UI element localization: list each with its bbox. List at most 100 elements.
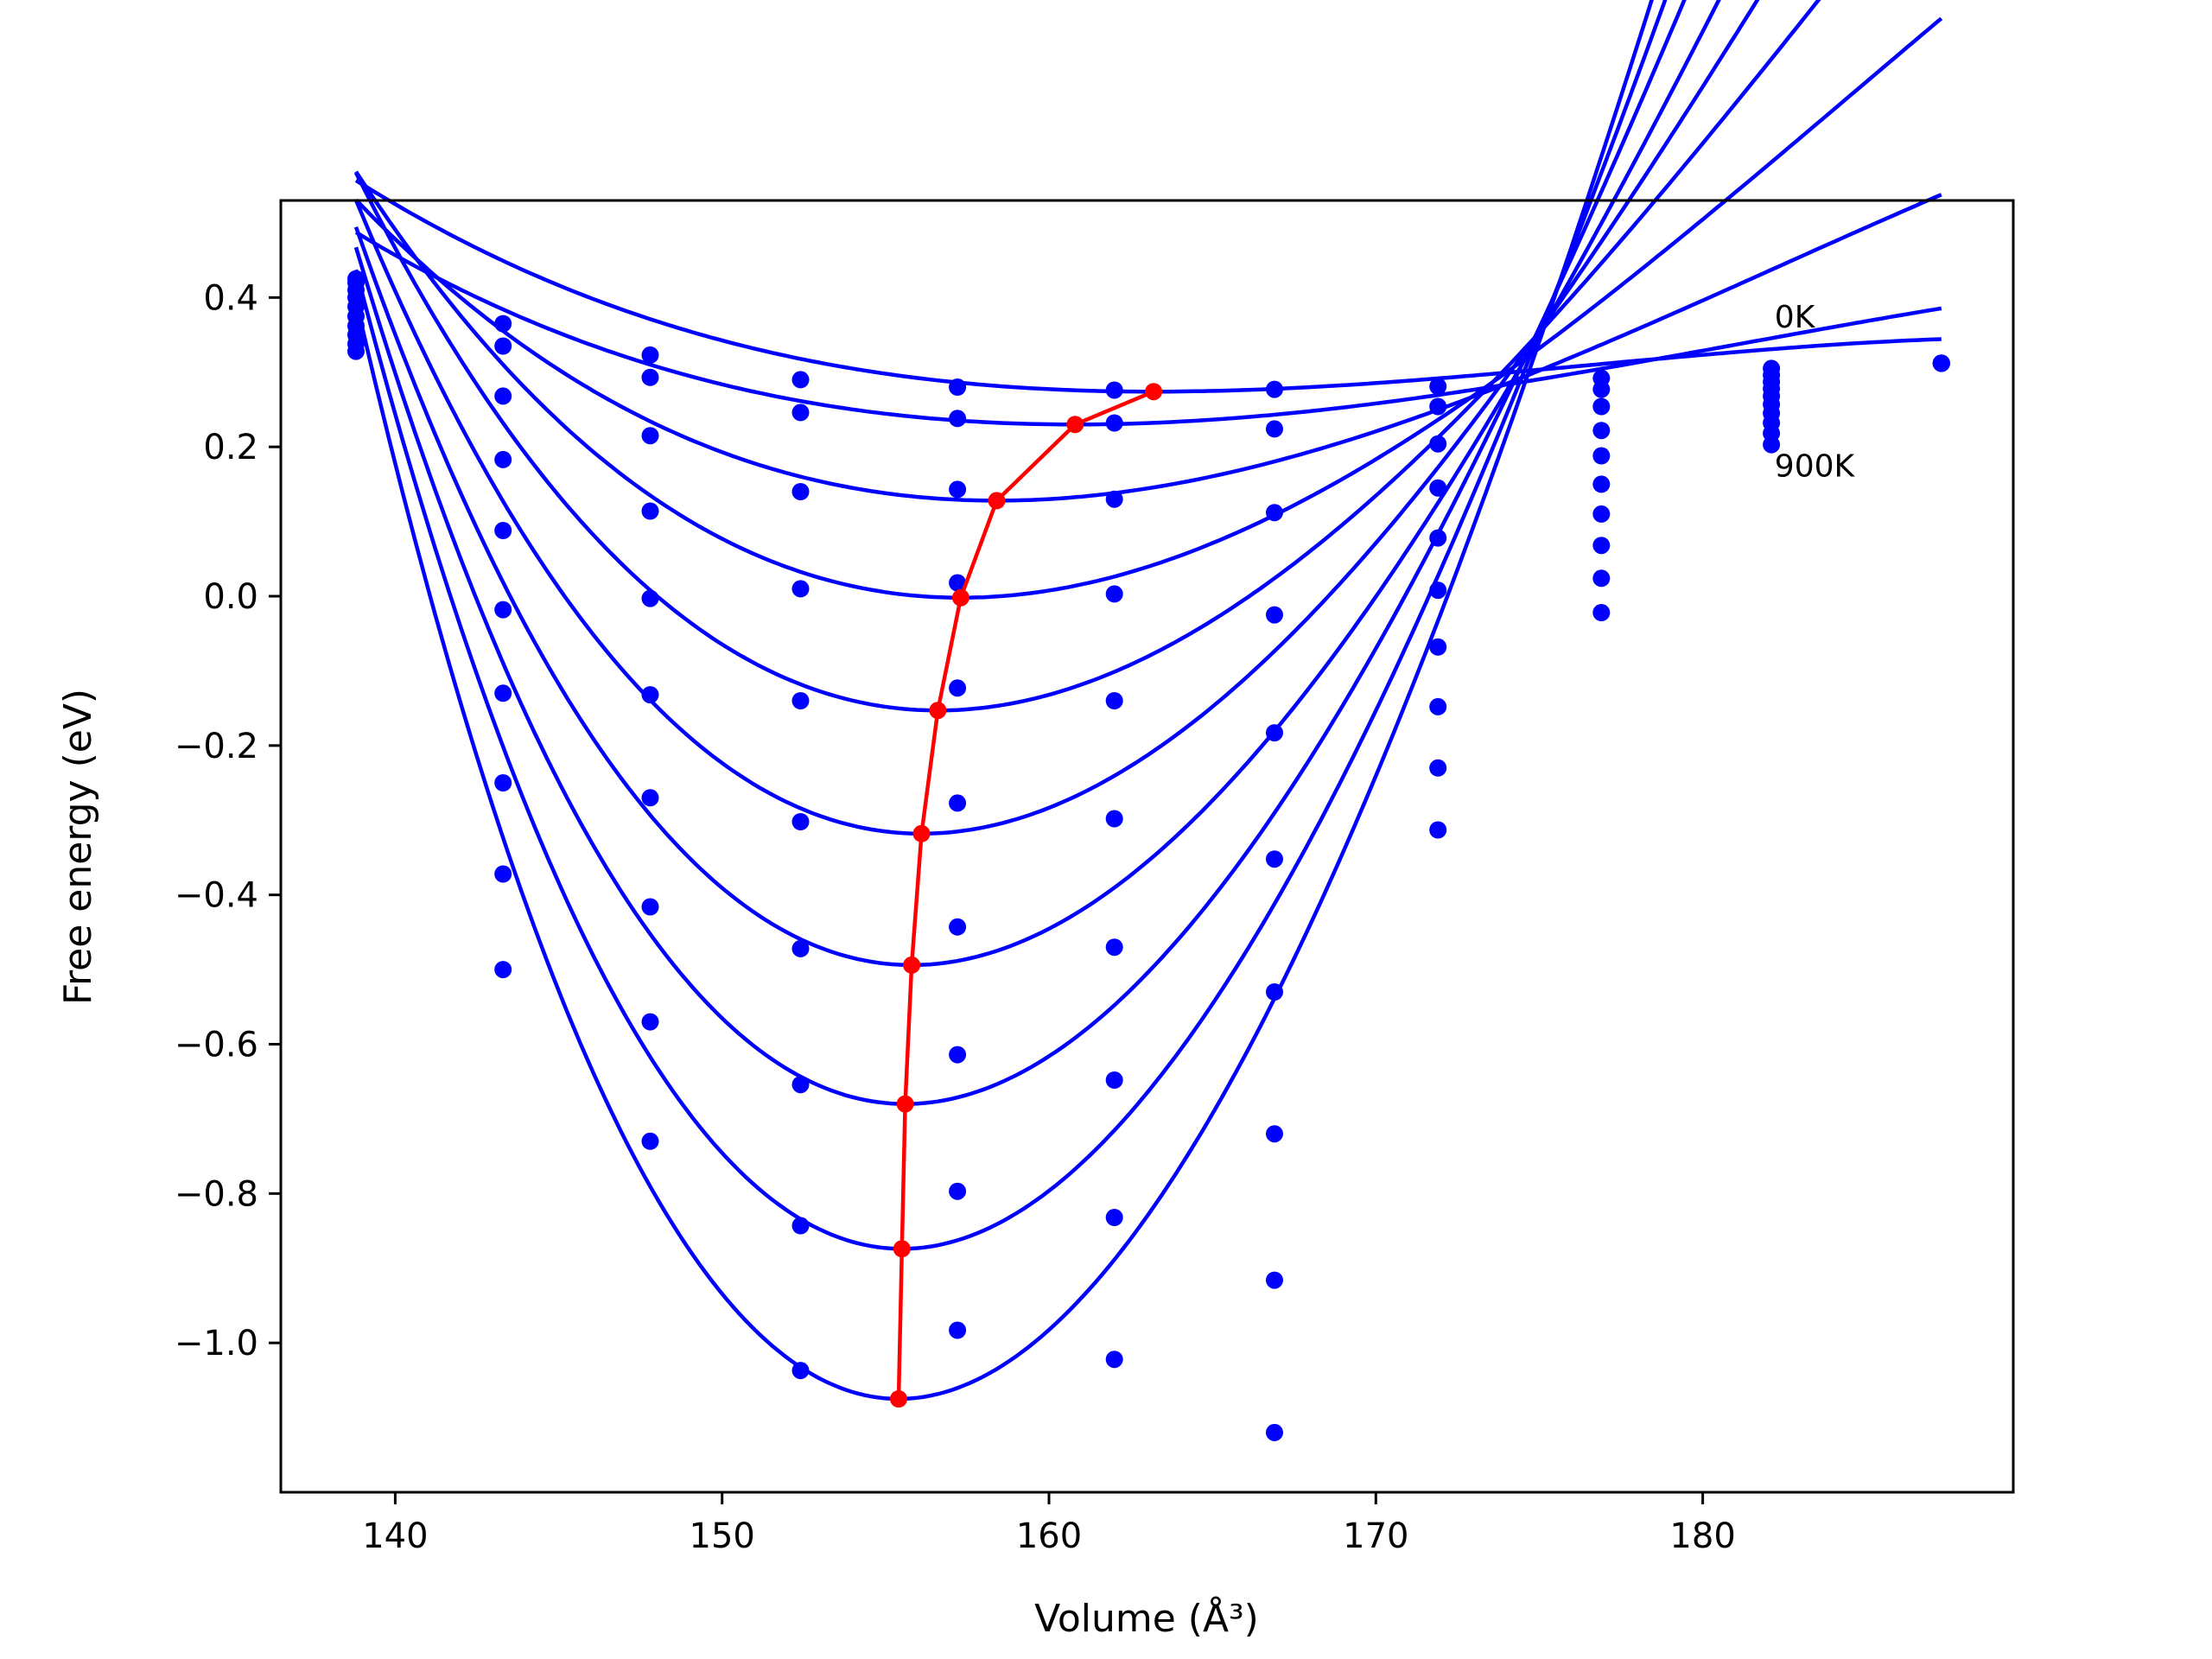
- x-axis-title: Volume (Å³): [1034, 1595, 1259, 1641]
- data-point-8-8: [1592, 569, 1611, 588]
- data-point-4-3: [791, 692, 810, 709]
- data-point-4-8: [1592, 447, 1611, 465]
- data-point-6-1: [494, 684, 512, 702]
- minimum-point-0: [890, 1390, 907, 1408]
- data-point-1-5: [1105, 414, 1123, 432]
- data-point-3-2: [641, 502, 659, 520]
- data-point-5-7: [1429, 582, 1447, 600]
- x-tick-label-0: 140: [362, 1516, 428, 1556]
- plot-frame: [279, 199, 2015, 1494]
- minimum-point-8: [1066, 416, 1084, 434]
- y-tick-label-6: −0.8: [175, 1174, 258, 1214]
- data-point-5-1: [494, 601, 512, 619]
- data-point-7-3: [791, 1076, 810, 1094]
- data-point-3-6: [1266, 606, 1283, 624]
- data-point-6-3: [791, 939, 810, 957]
- y-tick-label-7: −1.0: [175, 1324, 258, 1363]
- x-axis-ticks: 140 150 160 170 180: [362, 1492, 1736, 1556]
- data-point-5-3: [791, 813, 810, 830]
- data-point-2-7: [1429, 435, 1447, 453]
- data-point-2-6: [1266, 504, 1283, 522]
- data-point-5-4: [949, 794, 967, 812]
- data-point-0-2: [641, 346, 659, 364]
- data-point-4-2: [641, 589, 659, 607]
- data-point-1-1: [494, 337, 512, 355]
- fit-curve-6: [353, 0, 1721, 968]
- data-point-3-3: [791, 580, 810, 598]
- data-point-3-1: [494, 450, 512, 468]
- data-point-6-5: [1105, 938, 1123, 957]
- minimum-point-1: [893, 1240, 911, 1258]
- minimum-point-7: [988, 492, 1006, 510]
- data-point-5-8: [1592, 475, 1611, 493]
- data-point-5-5: [1105, 810, 1123, 828]
- fit-curves: [353, 0, 1943, 1402]
- x-tick-label-2: 160: [1016, 1516, 1082, 1556]
- data-point-1-3: [791, 404, 810, 422]
- fit-curve-9: [353, 0, 1654, 1402]
- data-point-6-4: [949, 918, 967, 936]
- data-point-6-6: [1266, 983, 1283, 1001]
- data-point-9-1: [494, 961, 512, 979]
- data-point-8-6: [1266, 1271, 1283, 1289]
- data-point-1-6: [1266, 420, 1283, 438]
- data-point-0-7: [1429, 378, 1447, 396]
- data-point-5-2: [641, 686, 659, 704]
- data-point-1-7: [1429, 397, 1447, 416]
- data-point-9-0: [347, 342, 365, 360]
- x-tick-label-4: 180: [1669, 1516, 1735, 1556]
- data-point-9-7: [1429, 821, 1447, 839]
- y-tick-label-3: −0.2: [175, 727, 258, 766]
- data-point-2-5: [1105, 490, 1123, 508]
- y-tick-label-1: 0.2: [203, 428, 258, 467]
- data-point-8-4: [949, 1182, 967, 1200]
- data-point-9-6: [1266, 1423, 1283, 1441]
- y-tick-label-0: 0.4: [203, 278, 258, 318]
- data-point-3-8: [1592, 422, 1611, 440]
- data-point-9-10: [1932, 354, 1950, 372]
- y-tick-label-2: 0.0: [203, 577, 258, 617]
- fit-curve-5: [353, 0, 1760, 836]
- data-point-9-5: [1105, 1351, 1123, 1369]
- data-point-2-4: [949, 480, 967, 499]
- data-point-1-4: [949, 410, 967, 428]
- data-point-9-9: [1763, 435, 1781, 454]
- minimum-point-2: [896, 1095, 914, 1113]
- fit-curve-4: [353, 0, 1821, 713]
- fit-curve-1: [354, 230, 1942, 427]
- data-point-6-8: [1592, 505, 1611, 523]
- x-tick-label-1: 150: [690, 1516, 755, 1556]
- data-point-9-8: [1592, 604, 1611, 621]
- data-point-6-7: [1429, 638, 1447, 656]
- fit-curve-3: [354, 16, 1943, 600]
- fit-curve-2: [354, 193, 1942, 503]
- data-point-1-2: [641, 368, 659, 386]
- y-axis-title: Free energy (eV): [56, 689, 100, 1005]
- minimum-point-3: [903, 956, 921, 974]
- data-point-7-8: [1592, 537, 1611, 555]
- data-point-7-2: [641, 898, 659, 916]
- data-point-6-2: [641, 789, 659, 807]
- data-point-8-2: [641, 1013, 659, 1031]
- data-point-7-7: [1429, 697, 1447, 715]
- y-tick-label-5: −0.6: [175, 1026, 258, 1065]
- annotation-900k: 900K: [1775, 449, 1856, 485]
- minimum-point-4: [912, 824, 931, 842]
- data-point-0-1: [494, 315, 512, 333]
- data-points: [347, 270, 1950, 1441]
- data-point-5-6: [1266, 850, 1283, 868]
- data-point-4-5: [1105, 692, 1123, 709]
- minimum-point-6: [951, 588, 969, 607]
- data-point-8-1: [494, 865, 512, 883]
- data-point-0-4: [949, 378, 967, 396]
- data-point-1-8: [1592, 380, 1611, 398]
- annotation-0k: 0K: [1775, 300, 1816, 335]
- data-point-0-5: [1105, 381, 1123, 399]
- data-point-3-7: [1429, 479, 1447, 497]
- data-point-7-4: [949, 1046, 967, 1064]
- data-point-2-1: [494, 387, 512, 405]
- data-point-9-3: [791, 1362, 810, 1380]
- y-axis-ticks: 0.4 0.2 0.0 −0.2 −0.4 −0.6 −0.8 −1.0: [175, 278, 281, 1363]
